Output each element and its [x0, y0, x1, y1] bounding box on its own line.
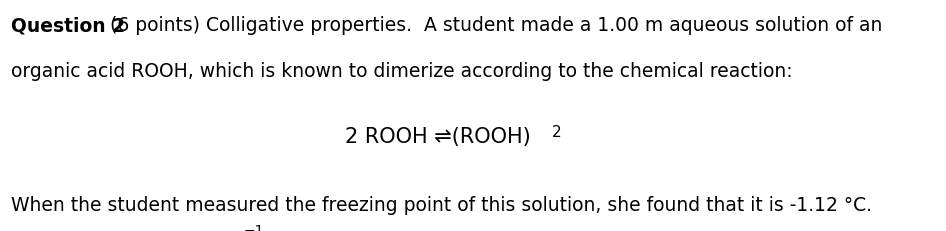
Text: 2 ROOH ⇌(ROOH): 2 ROOH ⇌(ROOH) [345, 127, 531, 147]
Text: Question 2: Question 2 [11, 16, 126, 35]
Text: When the student measured the freezing point of this solution, she found that it: When the student measured the freezing p… [11, 196, 872, 215]
Text: −1: −1 [243, 224, 264, 231]
Text: organic acid ROOH, which is known to dimerize according to the chemical reaction: organic acid ROOH, which is known to dim… [11, 62, 793, 81]
Text: 2: 2 [552, 125, 561, 140]
Text: (6 points) Colligative properties.  A student made a 1.00 m aqueous solution of : (6 points) Colligative properties. A stu… [104, 16, 883, 35]
